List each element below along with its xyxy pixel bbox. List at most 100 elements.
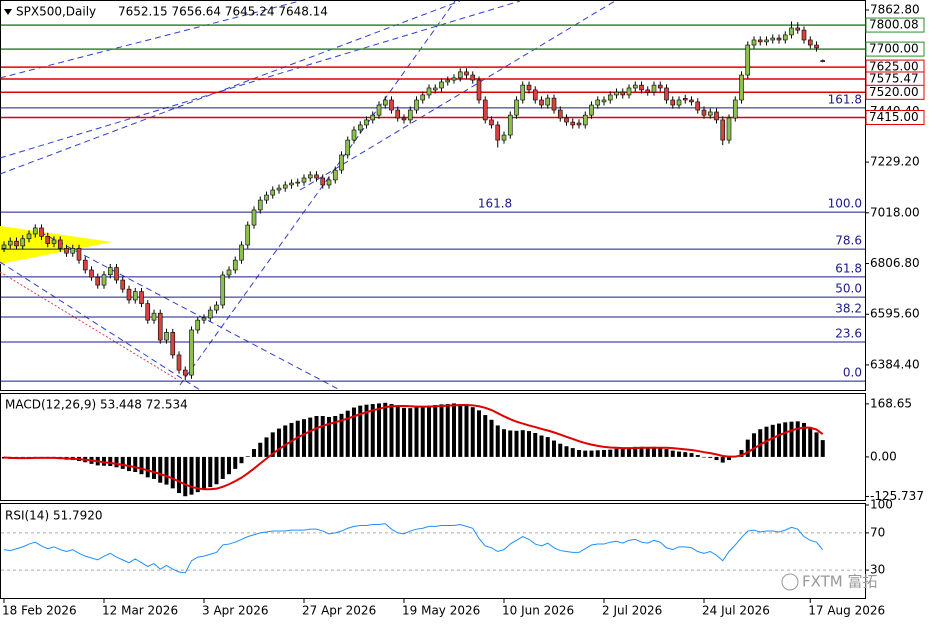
- trend-line: [179, 0, 456, 386]
- level-label-box: [865, 110, 925, 126]
- macd-bar: [433, 405, 438, 457]
- candle-body: [301, 177, 307, 183]
- x-tick-label: 18 Feb 2026: [2, 604, 77, 618]
- candle-body: [76, 248, 82, 261]
- y-tick-label: 6806.80: [870, 256, 920, 270]
- macd-bar: [120, 456, 125, 469]
- candle-body: [95, 276, 101, 286]
- macd-title: MACD(12,26,9) 53.448 72.534: [5, 398, 188, 412]
- level-label: 7700.00: [869, 42, 919, 56]
- macd-bar: [145, 456, 150, 478]
- macd-bar: [758, 429, 763, 457]
- macd-bar: [133, 456, 138, 473]
- macd-bar: [670, 450, 675, 457]
- macd-bar: [470, 407, 475, 457]
- macd-bar: [452, 403, 456, 457]
- candle-body: [120, 279, 126, 290]
- macd-bar: [308, 417, 313, 457]
- macd-bar: [564, 446, 569, 457]
- macd-bar: [589, 450, 594, 457]
- macd-bar: [520, 430, 525, 457]
- macd-bar: [183, 456, 188, 497]
- fib-label: 161.8: [478, 197, 512, 211]
- candle-body: [257, 199, 263, 211]
- candle-body: [645, 89, 651, 93]
- candle-body: [664, 87, 669, 101]
- chart-subtitle: 7652.15 7656.64 7645.24 7648.14: [118, 5, 328, 19]
- candle-body: [607, 94, 613, 101]
- x-tick-label: 10 Jun 2026: [502, 604, 574, 618]
- macd-bar: [158, 456, 163, 483]
- macd-bar: [814, 432, 819, 457]
- macd-bar: [714, 456, 719, 461]
- macd-bar: [289, 422, 294, 457]
- menu-arrow: [4, 9, 12, 15]
- macd-bar: [770, 424, 775, 457]
- macd-bar: [539, 435, 544, 457]
- candle-body: [226, 269, 232, 276]
- macd-bar: [414, 407, 419, 457]
- macd-bar: [789, 421, 794, 457]
- macd-bar: [358, 405, 363, 457]
- candle-body: [307, 174, 313, 179]
- macd-bar: [152, 456, 156, 479]
- candle-body: [207, 309, 213, 319]
- plot: 7862.807440.407229.207018.006806.806595.…: [1, 3, 925, 618]
- macd-bar: [445, 404, 450, 457]
- macd-bar: [395, 405, 400, 457]
- candle-body: [795, 27, 801, 31]
- candle-body: [651, 84, 657, 93]
- trend-line: [299, 0, 616, 191]
- candle-body: [820, 60, 826, 62]
- candle-body: [582, 114, 588, 126]
- candle-body: [420, 94, 426, 101]
- macd-bar: [489, 419, 494, 457]
- macd-bar: [283, 425, 288, 457]
- macd-bar: [502, 429, 506, 457]
- macd-bar: [320, 416, 325, 457]
- candle-body: [376, 104, 382, 116]
- macd-bar: [245, 456, 250, 457]
- rsi-line: [3, 523, 824, 574]
- candle-body: [295, 181, 301, 184]
- candle-body: [357, 124, 363, 131]
- y-tick-label: 30: [870, 563, 885, 577]
- candle-body: [314, 174, 319, 179]
- fib-label: 38.2: [835, 302, 862, 316]
- macd-bar: [708, 456, 713, 458]
- candle-body: [251, 209, 257, 226]
- macd-bar: [227, 456, 231, 475]
- macd-bar: [214, 456, 219, 485]
- watermark-logo: [781, 573, 799, 591]
- candle-body: [739, 74, 744, 101]
- candle-body: [389, 99, 394, 111]
- candle-body: [670, 99, 676, 106]
- candle-body: [151, 312, 157, 321]
- y-tick-label: 100: [870, 498, 893, 512]
- rsi-title: RSI(14) 51.7920: [5, 509, 103, 523]
- macd-bar: [345, 410, 350, 457]
- candle-body: [220, 274, 226, 306]
- macd-bar: [677, 451, 681, 457]
- fib-label: 78.6: [835, 234, 862, 248]
- macd-bar: [383, 402, 388, 457]
- trend-line: [0, 0, 461, 175]
- candle-body: [70, 248, 76, 254]
- candle-body: [157, 312, 163, 341]
- macd-bar: [683, 452, 688, 457]
- candle-body: [676, 99, 682, 106]
- macd-bar: [495, 425, 500, 457]
- candle-body: [639, 84, 644, 91]
- trend-line: [0, 0, 301, 79]
- candle-body: [132, 291, 138, 301]
- candle-body: [407, 109, 413, 121]
- candle-body: [689, 99, 694, 103]
- candle-body: [714, 111, 719, 121]
- candle-body: [320, 177, 326, 186]
- candle-body: [414, 99, 419, 111]
- candle-body: [170, 332, 176, 356]
- candle-body: [351, 129, 357, 141]
- macd-bar: [514, 430, 519, 457]
- macd-bar: [170, 456, 175, 489]
- macd-bar: [795, 421, 800, 457]
